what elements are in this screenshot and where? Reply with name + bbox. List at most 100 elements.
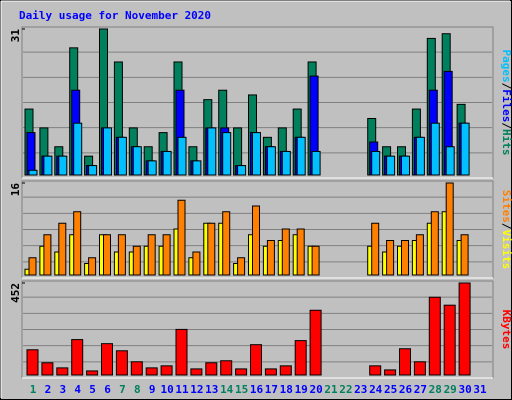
bar bbox=[386, 240, 395, 276]
bar bbox=[445, 146, 455, 176]
x-tick-label: 21 bbox=[324, 383, 338, 396]
y-tick-label: 31 bbox=[9, 29, 22, 43]
bar bbox=[458, 282, 471, 376]
x-tick-label: 4 bbox=[74, 383, 81, 396]
bar bbox=[132, 146, 142, 176]
bar bbox=[415, 234, 424, 276]
legend-entry: Pages bbox=[500, 50, 512, 83]
bar bbox=[311, 245, 320, 276]
x-tick-label: 15 bbox=[235, 383, 248, 396]
x-tick-label: 3 bbox=[59, 383, 66, 396]
bar bbox=[115, 350, 128, 376]
bar bbox=[177, 199, 186, 276]
legend-separator: / bbox=[500, 83, 512, 90]
bar bbox=[460, 122, 470, 176]
bar bbox=[117, 136, 127, 176]
bar bbox=[130, 361, 143, 376]
legend-entry: Visits bbox=[500, 230, 512, 270]
bar bbox=[281, 228, 290, 276]
x-tick-label: 11 bbox=[175, 383, 189, 396]
bar bbox=[294, 340, 307, 376]
bar bbox=[192, 251, 201, 276]
bar bbox=[132, 245, 141, 276]
x-tick-label: 10 bbox=[160, 383, 173, 396]
bar bbox=[207, 127, 217, 176]
bar bbox=[26, 349, 39, 376]
bar bbox=[28, 169, 38, 176]
legend: KBytes bbox=[500, 310, 512, 350]
bar bbox=[207, 222, 216, 276]
bar bbox=[252, 132, 261, 176]
bar bbox=[73, 211, 82, 276]
x-tick-label: 7 bbox=[119, 383, 126, 396]
bar bbox=[296, 136, 306, 176]
x-tick-label: 8 bbox=[134, 383, 141, 396]
legend: Pages/Files/Hits bbox=[500, 50, 512, 156]
x-tick-label: 6 bbox=[104, 383, 111, 396]
bar bbox=[443, 304, 456, 376]
bar bbox=[26, 132, 36, 176]
bar bbox=[43, 155, 53, 176]
bar bbox=[175, 328, 188, 376]
legend: Sites/Visits bbox=[500, 190, 512, 270]
bar bbox=[145, 367, 158, 376]
x-tick-label: 31 bbox=[473, 383, 487, 396]
bar bbox=[371, 150, 381, 176]
x-tick-label: 16 bbox=[250, 383, 264, 396]
bar bbox=[117, 234, 126, 276]
bar bbox=[73, 122, 83, 176]
bar bbox=[147, 160, 157, 176]
bar bbox=[296, 228, 305, 276]
bar bbox=[237, 257, 246, 276]
x-tick-label: 12 bbox=[190, 383, 203, 396]
x-tick-label: 18 bbox=[280, 383, 293, 396]
bar bbox=[386, 155, 396, 176]
bar bbox=[58, 222, 67, 276]
bar bbox=[371, 222, 380, 276]
x-tick-label: 17 bbox=[265, 383, 278, 396]
bar bbox=[415, 136, 425, 176]
legend-separator: / bbox=[500, 223, 512, 230]
x-tick-label: 2 bbox=[45, 383, 52, 396]
bar bbox=[384, 369, 397, 376]
bar bbox=[250, 344, 262, 376]
bar bbox=[399, 348, 411, 376]
bar bbox=[264, 368, 277, 376]
bar bbox=[428, 296, 441, 376]
bar bbox=[190, 368, 203, 376]
x-tick-label: 24 bbox=[369, 383, 383, 396]
bar bbox=[160, 365, 173, 376]
bar bbox=[88, 165, 98, 176]
bar bbox=[71, 339, 84, 376]
legend-entry: KBytes bbox=[500, 310, 512, 350]
bar bbox=[252, 205, 260, 276]
bar bbox=[237, 165, 247, 176]
y-tick-label: 16 bbox=[9, 183, 22, 197]
bar bbox=[86, 370, 99, 376]
x-tick-label: 23 bbox=[354, 383, 367, 396]
bar bbox=[266, 146, 276, 176]
bar bbox=[222, 132, 232, 176]
x-tick-label: 9 bbox=[149, 383, 156, 396]
bar bbox=[311, 150, 321, 176]
bar bbox=[162, 234, 171, 276]
bar bbox=[43, 234, 52, 276]
bar bbox=[58, 155, 68, 176]
x-tick-label: 30 bbox=[458, 383, 471, 396]
bar bbox=[41, 362, 54, 376]
bar bbox=[56, 367, 69, 376]
bar bbox=[309, 309, 322, 376]
x-tick-label: 28 bbox=[429, 383, 442, 396]
bar bbox=[220, 360, 233, 376]
bar bbox=[281, 150, 291, 176]
chart-title: Daily usage for November 2020 bbox=[19, 9, 211, 22]
bar bbox=[430, 211, 439, 276]
x-tick-label: 26 bbox=[399, 383, 413, 396]
bar bbox=[235, 368, 248, 376]
bar bbox=[177, 136, 187, 176]
x-tick-label: 25 bbox=[384, 383, 397, 396]
bar bbox=[205, 362, 218, 376]
bar bbox=[28, 257, 37, 276]
y-tick-label: 452 bbox=[9, 283, 22, 303]
